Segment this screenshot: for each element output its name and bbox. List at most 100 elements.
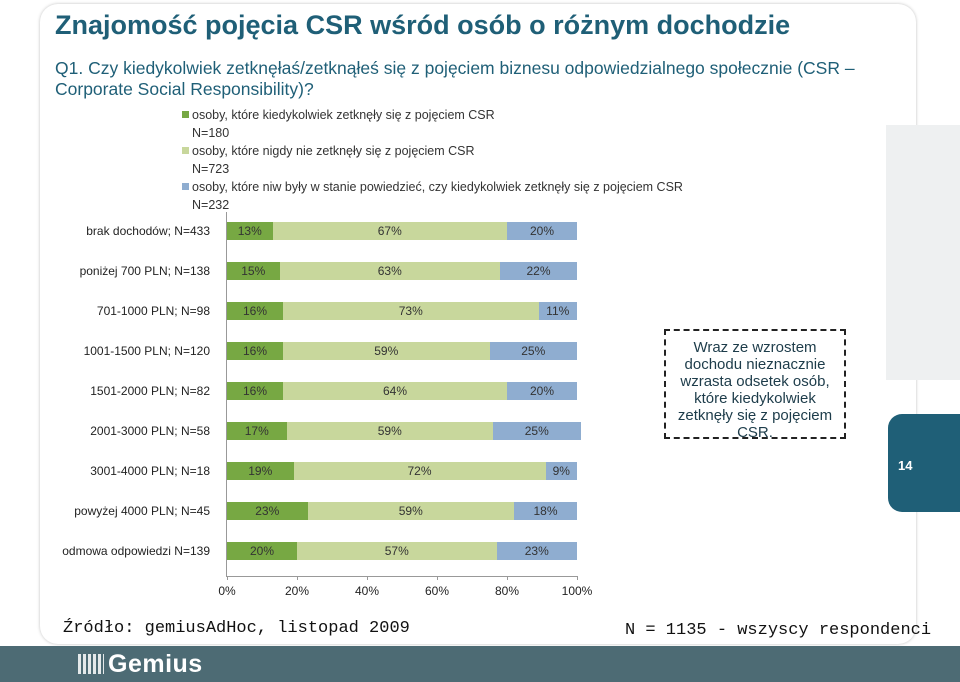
category-label: 2001-3000 PLN; N=58: [90, 424, 210, 438]
data-label: 64%: [382, 384, 408, 398]
bar-segment: [272, 222, 507, 240]
data-label: 18%: [533, 504, 558, 518]
respondents-note: N = 1135 - wszyscy respondenci: [625, 621, 932, 640]
data-label: 59%: [377, 424, 402, 438]
legend-item-never: osoby, które nigdy nie zetknęły się z po…: [182, 142, 683, 178]
page-number-badge: 14: [888, 414, 960, 512]
question-text: Q1. Czy kiedykolwiek zetknęłaś/zetknąłeś…: [55, 58, 855, 99]
bar-segment: [227, 302, 283, 320]
legend-label-never: osoby, które nigdy nie zetknęły się z po…: [192, 144, 475, 158]
bar-segment: [227, 462, 294, 480]
data-label: 57%: [384, 544, 409, 558]
legend-item-unsure: osoby, które niw były w stanie powiedzie…: [182, 178, 683, 214]
page-number: 14: [898, 458, 913, 473]
bar-segment: [283, 342, 490, 360]
chart-legend: osoby, które kiedykolwiek zetknęły się z…: [182, 106, 683, 214]
x-tick-label: 100%: [561, 584, 593, 598]
data-label: 73%: [398, 304, 423, 318]
x-tick-mark: [227, 576, 228, 580]
x-tick-mark: [577, 576, 578, 580]
data-label: 22%: [526, 264, 551, 278]
category-label: poniżej 700 PLN; N=138: [79, 264, 210, 278]
x-tick-mark: [507, 576, 508, 580]
logo-text: Gemius: [108, 650, 203, 678]
x-tick-mark: [437, 576, 438, 580]
gemius-logo: Gemius: [78, 650, 203, 679]
data-label: 67%: [377, 224, 402, 238]
x-tick-mark: [297, 576, 298, 580]
y-axis-line: [226, 212, 227, 576]
x-tick-label: 60%: [424, 584, 450, 598]
bar-segment: [293, 462, 546, 480]
bar-segment: [489, 342, 577, 360]
data-label: 20%: [529, 384, 555, 398]
side-strip: [886, 125, 960, 380]
x-tick-mark: [367, 576, 368, 580]
category-label: 1501-2000 PLN; N=82: [90, 384, 210, 398]
data-label: 23%: [255, 504, 280, 518]
data-label: 59%: [374, 344, 399, 358]
bar-segment: [507, 222, 577, 240]
category-label: 3001-4000 PLN; N=18: [90, 464, 210, 478]
annotation-box: Wraz ze wzrostem dochodu nieznacznie wzr…: [664, 329, 846, 441]
data-label: 63%: [377, 264, 402, 278]
data-label: 59%: [398, 504, 423, 518]
bar-segment: [493, 422, 581, 440]
x-tick-label: 0%: [218, 584, 236, 598]
legend-item-aware: osoby, które kiedykolwiek zetknęły się z…: [182, 106, 683, 142]
x-tick-label: 20%: [284, 584, 310, 598]
bar-segment: [500, 262, 577, 280]
x-tick-label: 80%: [494, 584, 520, 598]
category-label: 1001-1500 PLN; N=120: [83, 344, 210, 358]
bar-segment: [496, 542, 577, 560]
category-label: brak dochodów; N=433: [86, 224, 210, 238]
data-label: 15%: [241, 264, 266, 278]
bar-segment: [538, 302, 577, 320]
slide-card: [40, 4, 916, 644]
bar-segment: [227, 342, 283, 360]
data-label: 16%: [242, 304, 268, 318]
category-label: odmowa odpowiedzi N=139: [62, 544, 210, 558]
bar-segment: [514, 502, 577, 520]
category-label: powyżej 4000 PLN; N=45: [74, 504, 210, 518]
data-label: 72%: [407, 464, 432, 478]
x-axis-line: [226, 576, 577, 577]
data-label: 9%: [552, 464, 570, 478]
data-label: 13%: [237, 224, 262, 238]
data-label: 11%: [546, 304, 570, 318]
source-note: Źródło: gemiusAdHoc, listopad 2009: [63, 619, 410, 638]
legend-n-never: N=723: [192, 162, 230, 176]
category-label: 701-1000 PLN; N=98: [96, 304, 210, 318]
footer-bar: [0, 646, 960, 682]
data-label: 16%: [242, 384, 268, 398]
bar-segment: [286, 422, 493, 440]
legend-n-aware: N=180: [192, 126, 230, 140]
bar-segment: [507, 382, 577, 400]
data-label: 25%: [521, 344, 546, 358]
legend-label-unsure: osoby, które niw były w stanie powiedzie…: [192, 180, 683, 194]
bar-segment: [283, 382, 507, 400]
data-label: 25%: [524, 424, 549, 438]
bar-segment: [297, 542, 497, 560]
data-label: 20%: [249, 544, 275, 558]
data-label: 17%: [244, 424, 269, 438]
data-label: 19%: [248, 464, 273, 478]
bar-segment: [227, 262, 280, 280]
x-tick-label: 40%: [354, 584, 380, 598]
gemius-logo-icon: [78, 654, 104, 674]
legend-swatch-aware: [182, 111, 189, 118]
data-label: 23%: [524, 544, 549, 558]
legend-n-unsure: N=232: [192, 198, 230, 212]
legend-swatch-never: [182, 147, 189, 154]
data-label: 16%: [242, 344, 268, 358]
bar-segment: [227, 422, 287, 440]
slide-title: Znajomość pojęcia CSR wśród osób o różny…: [55, 10, 791, 40]
bar-segment: [227, 222, 273, 240]
bar-segment: [227, 382, 283, 400]
bar-segment: [545, 462, 577, 480]
bar-segment: [283, 302, 539, 320]
bar-segment: [307, 502, 514, 520]
bar-segment: [279, 262, 500, 280]
legend-swatch-unsure: [182, 183, 189, 190]
data-label: 20%: [529, 224, 555, 238]
